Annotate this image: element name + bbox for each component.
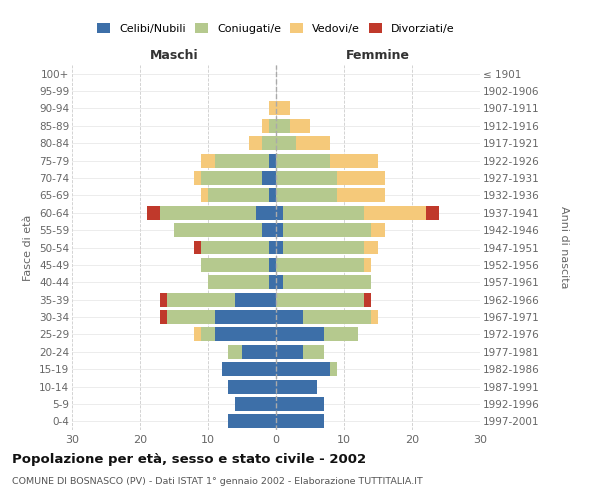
Bar [331,154,378,168]
Bar [269,102,276,116]
Bar [201,258,269,272]
Bar [229,414,276,428]
Bar [276,240,283,254]
Bar [276,310,303,324]
Bar [235,292,276,306]
Bar [229,380,276,394]
Bar [276,206,283,220]
Bar [276,345,303,358]
Bar [276,188,337,202]
Bar [323,328,358,342]
Bar [167,310,215,324]
Bar [215,328,276,342]
Bar [276,414,323,428]
Bar [201,328,215,342]
Bar [290,119,310,133]
Bar [262,119,269,133]
Bar [276,362,331,376]
Text: COMUNE DI BOSNASCO (PV) - Dati ISTAT 1° gennaio 2002 - Elaborazione TUTTITALIA.I: COMUNE DI BOSNASCO (PV) - Dati ISTAT 1° … [12,478,423,486]
Bar [276,258,364,272]
Bar [364,206,425,220]
Bar [276,102,290,116]
Bar [276,154,331,168]
Bar [276,136,296,150]
Bar [215,154,269,168]
Bar [201,240,269,254]
Bar [269,240,276,254]
Bar [194,171,201,185]
Bar [276,223,283,237]
Bar [276,328,323,342]
Bar [331,362,337,376]
Bar [303,345,323,358]
Bar [269,154,276,168]
Text: Maschi: Maschi [149,48,199,62]
Bar [283,276,371,289]
Text: Popolazione per età, sesso e stato civile - 2002: Popolazione per età, sesso e stato civil… [12,452,366,466]
Bar [283,223,371,237]
Bar [235,397,276,411]
Bar [269,188,276,202]
Bar [276,171,337,185]
Bar [167,292,235,306]
Y-axis label: Anni di nascita: Anni di nascita [559,206,569,289]
Bar [276,119,290,133]
Bar [262,171,276,185]
Bar [371,223,385,237]
Bar [425,206,439,220]
Bar [194,240,201,254]
Y-axis label: Fasce di età: Fasce di età [23,214,34,280]
Bar [229,345,242,358]
Bar [208,188,269,202]
Bar [269,119,276,133]
Bar [160,292,167,306]
Bar [221,362,276,376]
Bar [201,154,215,168]
Bar [256,206,276,220]
Bar [364,258,371,272]
Bar [215,310,276,324]
Bar [276,292,364,306]
Bar [337,171,385,185]
Bar [242,345,276,358]
Bar [276,397,323,411]
Bar [201,171,262,185]
Bar [262,223,276,237]
Bar [262,136,276,150]
Bar [208,276,269,289]
Bar [283,240,364,254]
Bar [147,206,160,220]
Legend: Celibi/Nubili, Coniugati/e, Vedovi/e, Divorziati/e: Celibi/Nubili, Coniugati/e, Vedovi/e, Di… [97,23,455,34]
Bar [201,188,208,202]
Bar [249,136,262,150]
Text: Femmine: Femmine [346,48,410,62]
Bar [371,310,378,324]
Bar [276,380,317,394]
Bar [269,276,276,289]
Bar [364,292,371,306]
Bar [303,310,371,324]
Bar [276,276,283,289]
Bar [269,258,276,272]
Bar [337,188,385,202]
Bar [194,328,201,342]
Bar [283,206,364,220]
Bar [364,240,378,254]
Bar [160,310,167,324]
Bar [296,136,331,150]
Bar [174,223,262,237]
Bar [160,206,256,220]
